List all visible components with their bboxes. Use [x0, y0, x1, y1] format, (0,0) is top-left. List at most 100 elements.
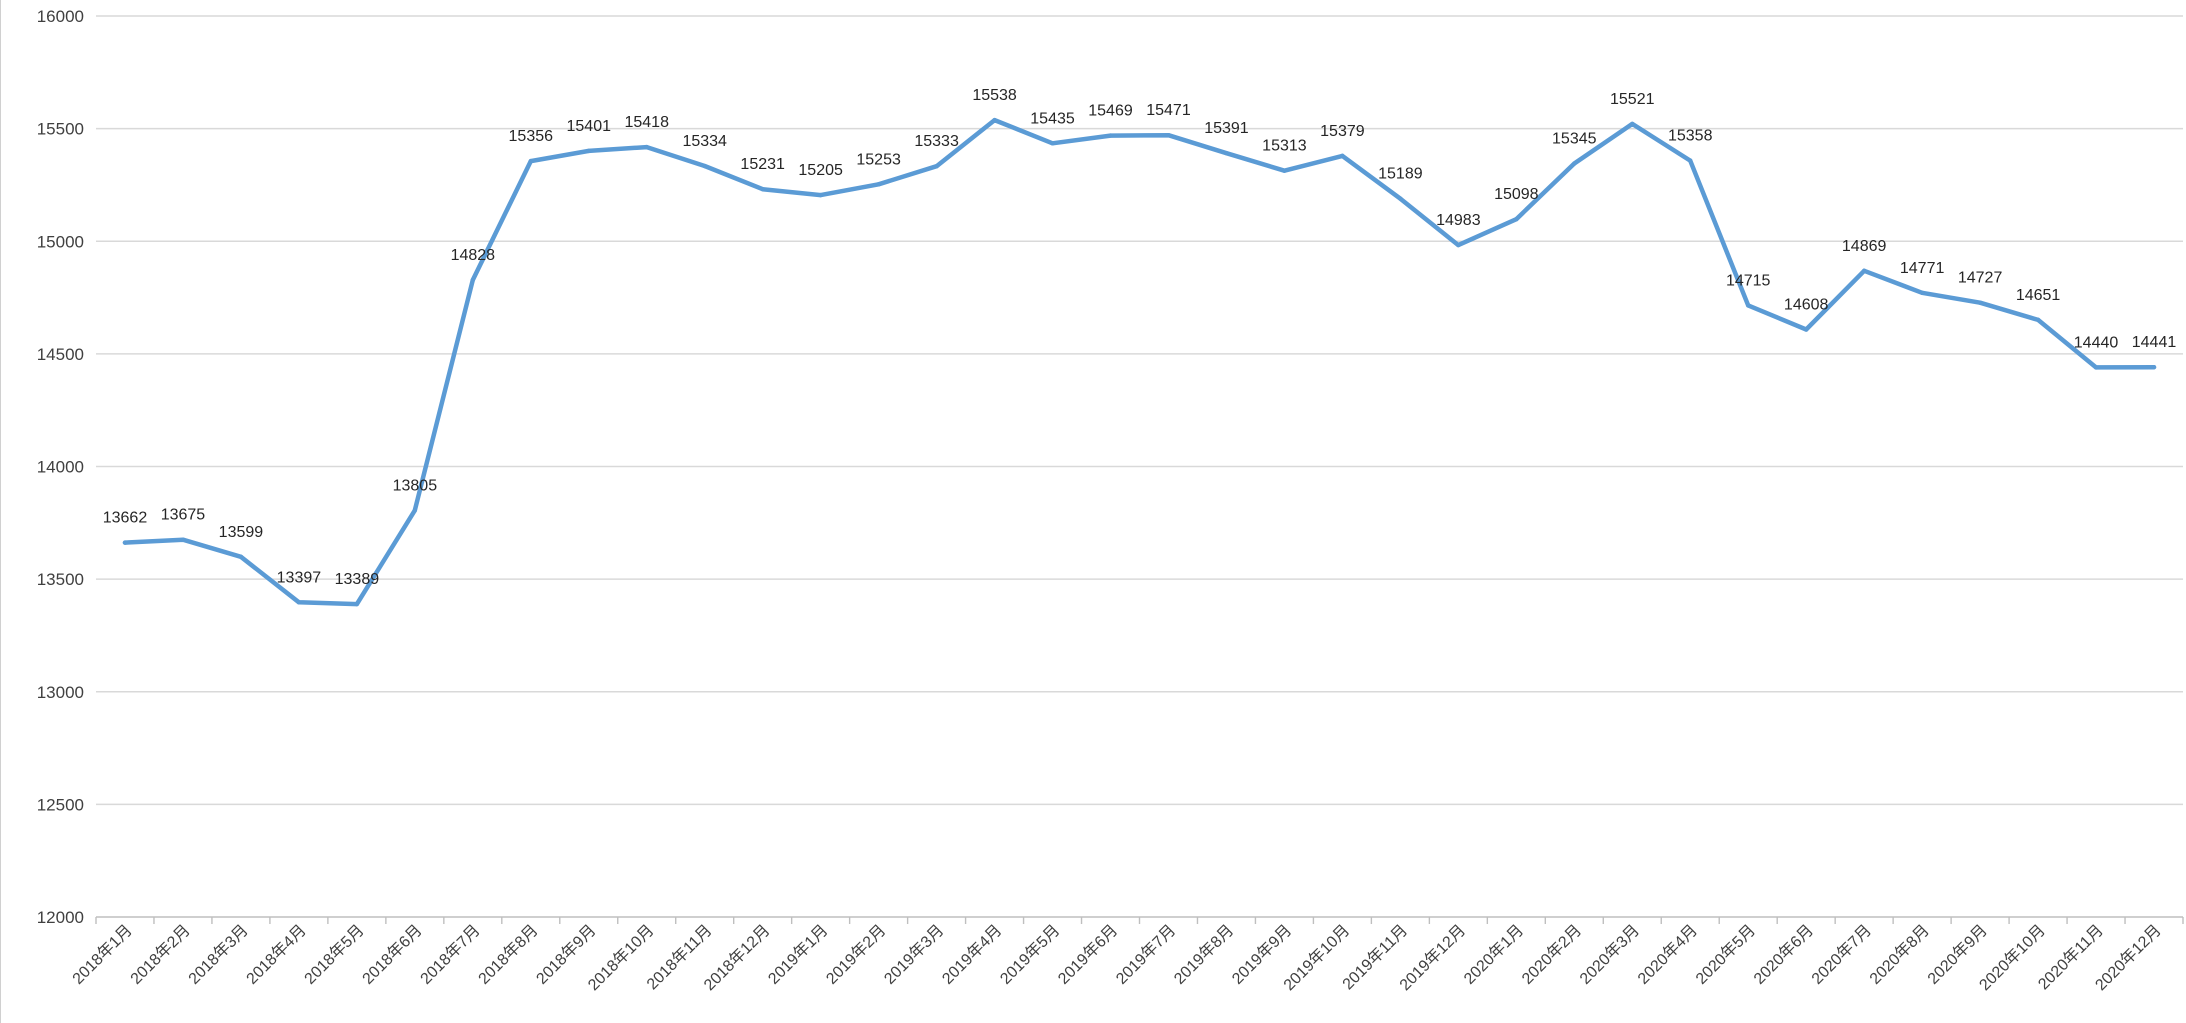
- x-tick-label: 2019年6月: [1055, 921, 1122, 988]
- x-tick-label: 2019年3月: [881, 921, 948, 988]
- data-point: [760, 187, 765, 192]
- data-label: 13397: [277, 569, 322, 586]
- data-label: 15205: [798, 162, 843, 179]
- data-point: [2093, 365, 2099, 370]
- data-label: 13675: [161, 507, 206, 524]
- data-point: [1803, 327, 1809, 332]
- y-tick-label: 15000: [37, 232, 84, 251]
- x-tick-label: 2020年2月: [1518, 921, 1585, 988]
- x-tick-label: 2020年8月: [1866, 921, 1933, 988]
- data-point: [1282, 168, 1287, 173]
- data-point: [528, 158, 533, 164]
- data-label: 15356: [509, 128, 554, 145]
- x-tick-label: 2020年3月: [1576, 921, 1643, 988]
- x-tick-label: 2019年8月: [1170, 921, 1237, 988]
- data-label: 15401: [567, 118, 612, 135]
- data-point: [1688, 158, 1693, 163]
- x-tick-label: 2020年7月: [1808, 921, 1875, 988]
- data-point: [1746, 303, 1751, 308]
- x-tick-label: 2020年6月: [1750, 921, 1817, 988]
- y-tick-label: 14500: [37, 345, 84, 364]
- data-label: 14441: [2132, 334, 2177, 351]
- x-tick-label: 2018年4月: [243, 921, 310, 988]
- data-label: 15471: [1146, 102, 1191, 119]
- data-point: [1340, 153, 1345, 159]
- data-point: [2035, 317, 2041, 323]
- data-point: [1398, 196, 1403, 201]
- data-point: [876, 182, 881, 187]
- data-label: 14771: [1900, 260, 1945, 277]
- x-tick-label: 2019年4月: [939, 921, 1006, 988]
- x-tick-label: 2020年5月: [1692, 921, 1759, 988]
- y-tick-label: 12500: [37, 795, 84, 814]
- data-label: 15253: [856, 151, 901, 168]
- x-tick-label: 2019年1月: [765, 921, 832, 988]
- data-point: [1861, 268, 1867, 273]
- gridlines: [96, 15, 2183, 806]
- data-label: 13599: [219, 524, 264, 541]
- data-point: [470, 277, 476, 283]
- data-label: 14651: [2016, 287, 2061, 304]
- data-label: 14715: [1726, 272, 1771, 289]
- data-label: 15333: [914, 133, 959, 150]
- data-point: [1224, 150, 1229, 156]
- data-label: 15313: [1262, 138, 1307, 155]
- x-tick-label: 2018年8月: [475, 921, 542, 988]
- data-label: 15418: [624, 114, 669, 131]
- data-point: [934, 164, 939, 169]
- data-point: [122, 540, 128, 545]
- data-label: 14983: [1436, 212, 1481, 229]
- y-tick-label: 13000: [37, 683, 84, 702]
- x-tick-label: 2020年4月: [1634, 921, 1701, 988]
- data-label: 15379: [1320, 123, 1365, 140]
- data-label: 13805: [393, 477, 438, 494]
- data-label: 13389: [335, 571, 380, 588]
- y-tick-label: 15500: [37, 120, 84, 139]
- x-tick-label: 2019年2月: [823, 921, 890, 988]
- data-point: [354, 601, 360, 607]
- data-label: 15358: [1668, 128, 1713, 145]
- data-point: [238, 554, 244, 560]
- data-point: [1166, 132, 1171, 138]
- data-point: [702, 163, 707, 169]
- data-label: 14727: [1958, 270, 2003, 287]
- data-label: 15345: [1552, 131, 1597, 148]
- x-tick-label: 2019年5月: [997, 921, 1064, 988]
- y-tick-label: 14000: [37, 458, 84, 477]
- y-tick-label: 13500: [37, 570, 84, 589]
- data-point: [412, 508, 418, 513]
- y-axis-tick-labels: 12000 12500 13000 13500 14000 14500 15000 15500…: [37, 7, 84, 927]
- x-tick-label: 2018年3月: [185, 921, 252, 988]
- data-point: [1977, 300, 1983, 305]
- x-tick-label: 2018年2月: [127, 921, 194, 988]
- y-tick-label: 12000: [37, 908, 84, 927]
- data-label: 15189: [1378, 166, 1423, 183]
- x-axis: 2018年1月2018年2月2018年3月2018年4月2018年5月2018年…: [69, 916, 2184, 994]
- x-tick-label: 2018年6月: [359, 921, 426, 988]
- data-labels: 13662 13675 13599 13397 13389 13805 14828 15356…: [103, 87, 2177, 588]
- data-point: [1514, 216, 1519, 222]
- data-label: 13662: [103, 510, 148, 527]
- data-label: 15231: [740, 156, 785, 173]
- data-point: [1050, 141, 1055, 146]
- data-point: [1630, 121, 1635, 127]
- data-point: [2151, 364, 2157, 370]
- data-label: 15538: [972, 87, 1017, 104]
- data-label: 15521: [1610, 91, 1655, 108]
- data-point: [1572, 161, 1577, 166]
- x-tick-label: 2020年1月: [1460, 921, 1527, 988]
- series-line-group: [122, 117, 2157, 607]
- data-label: 15098: [1494, 186, 1539, 203]
- series-line: [122, 117, 2157, 607]
- x-tick-label: 2018年1月: [69, 921, 136, 988]
- data-point: [1456, 242, 1461, 248]
- data-label: 15391: [1204, 120, 1249, 137]
- x-tick-label: 2019年7月: [1112, 921, 1179, 988]
- data-point: [180, 537, 186, 542]
- data-point: [586, 148, 591, 154]
- data-point: [992, 117, 997, 123]
- data-label: 14828: [451, 247, 496, 264]
- data-point: [296, 600, 302, 605]
- data-label: 14440: [2074, 334, 2119, 351]
